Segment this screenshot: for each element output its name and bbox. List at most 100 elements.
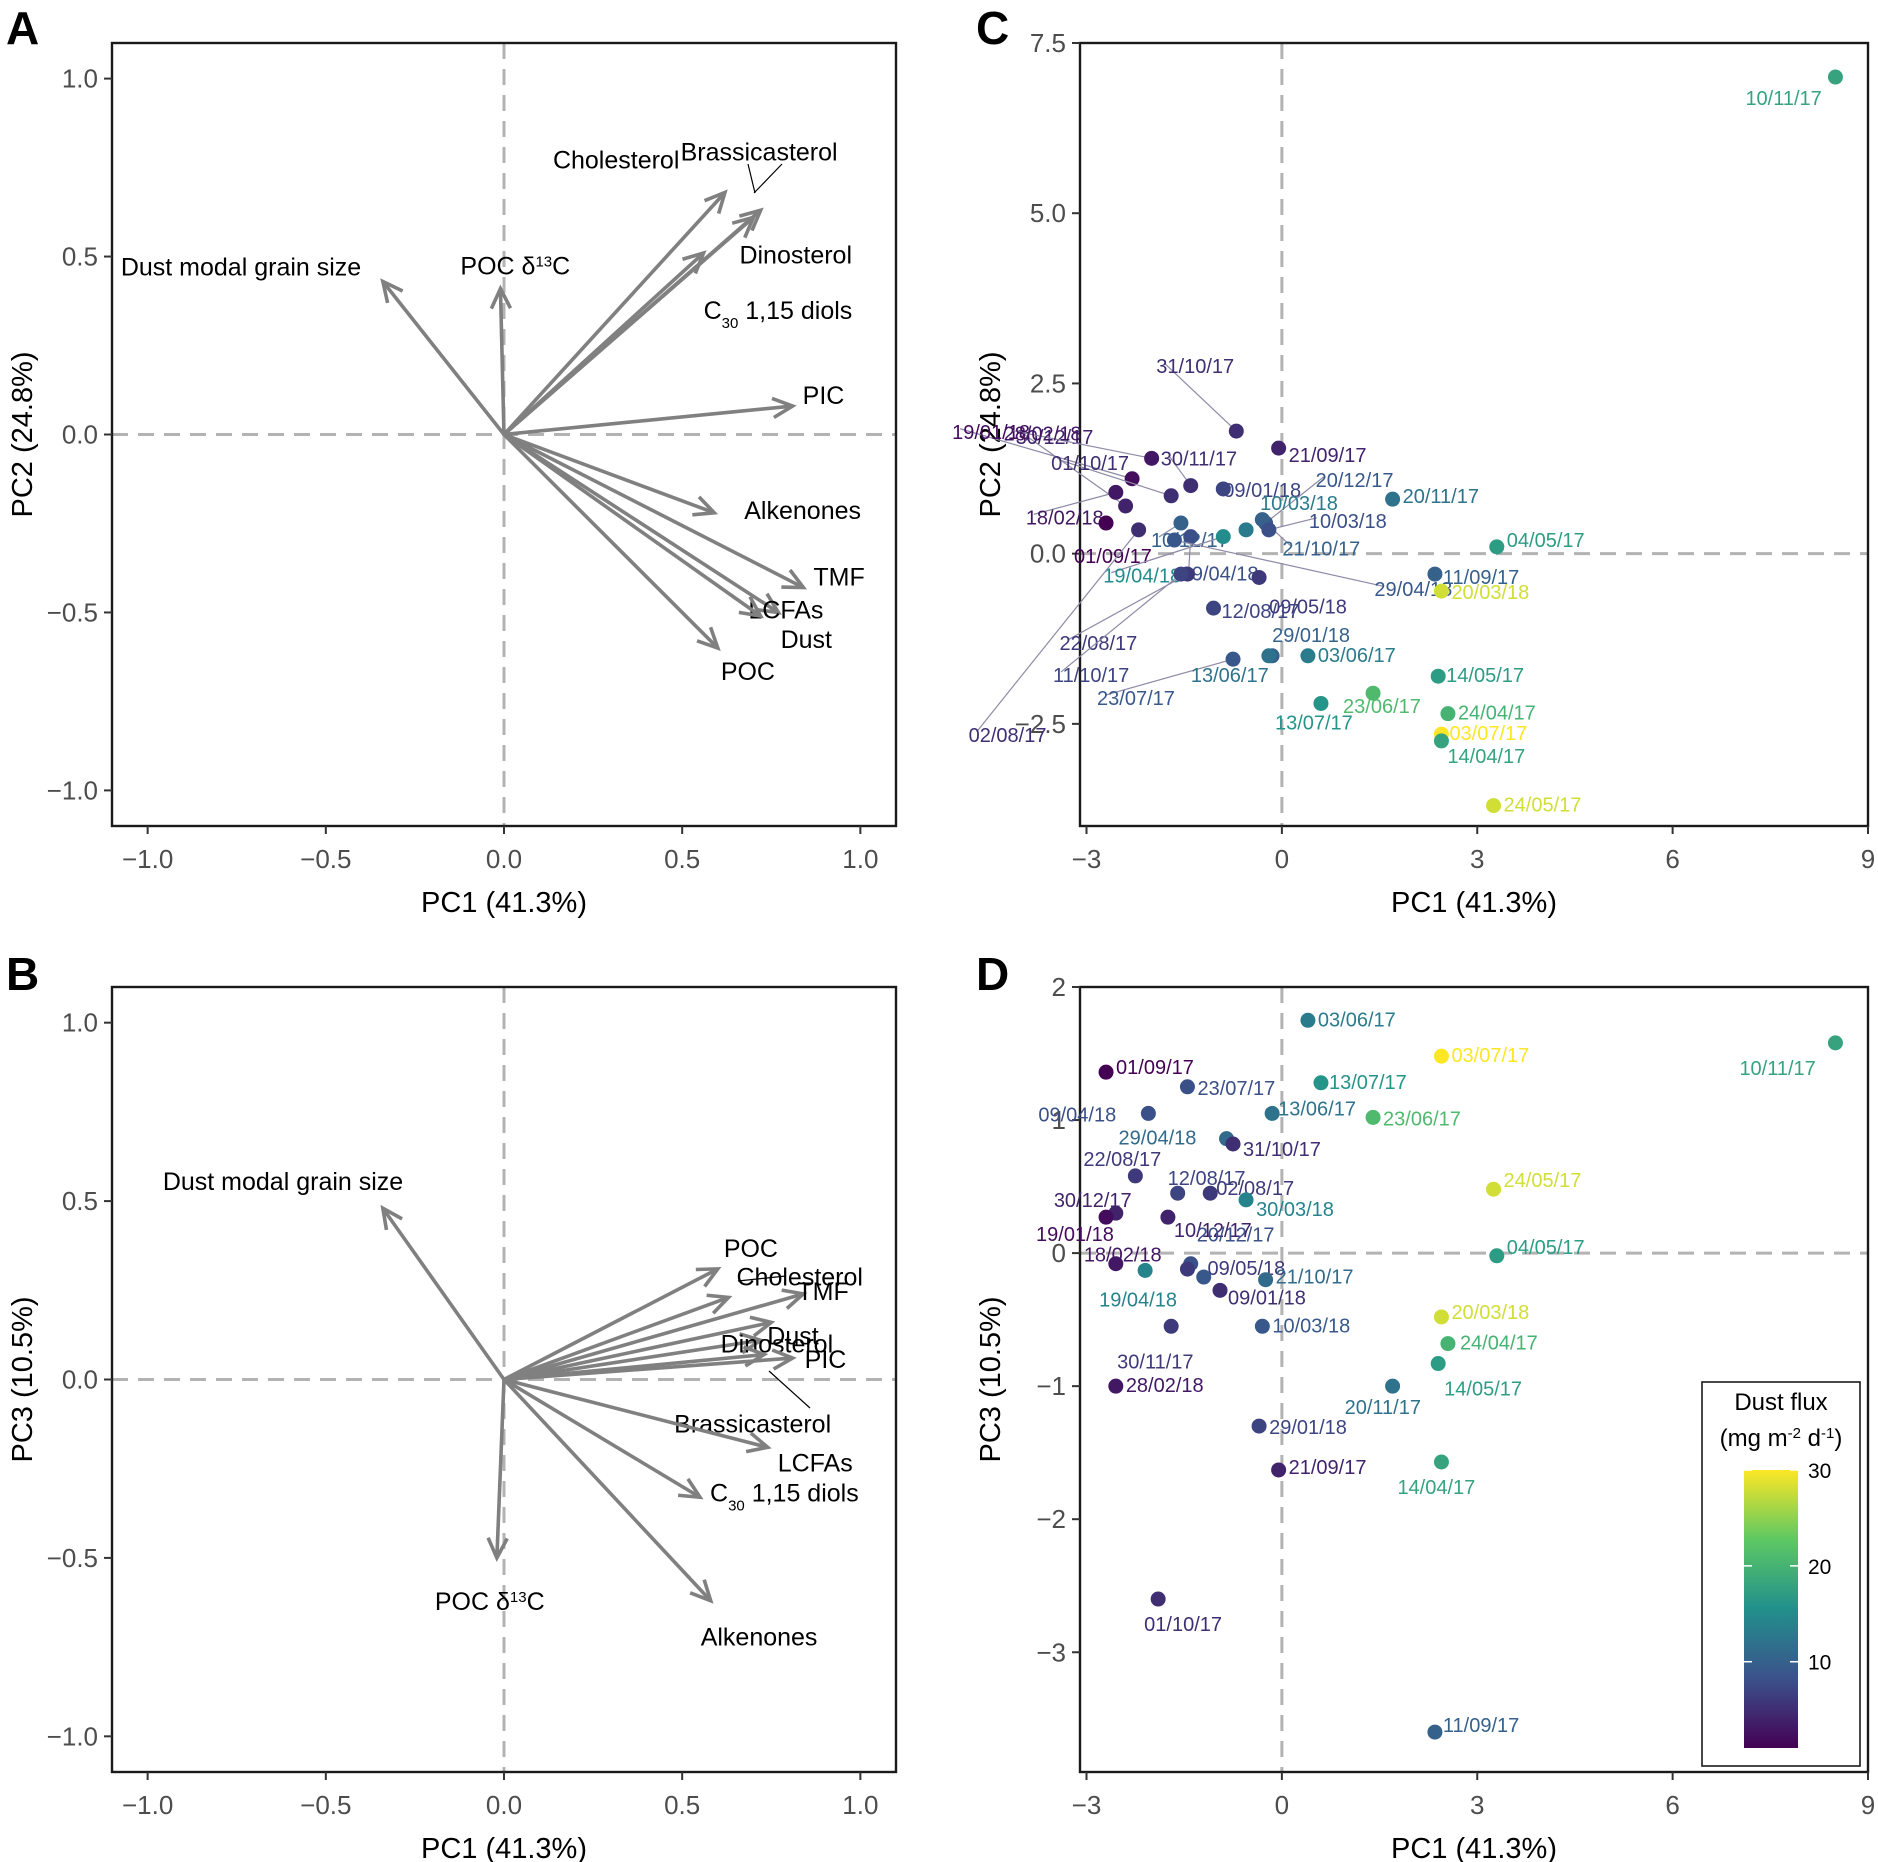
score-label: 21/09/17 xyxy=(1289,1457,1367,1479)
label-leader xyxy=(1163,362,1237,432)
x-axis-label: PC1 (41.3%) xyxy=(1391,887,1557,919)
legend-tick-label: 30 xyxy=(1808,1460,1831,1483)
label-leader xyxy=(1111,536,1224,574)
y-tick-label: −1 xyxy=(1036,1371,1066,1401)
plot-frame xyxy=(1078,41,1870,828)
label-leader xyxy=(737,1275,787,1282)
score-label: 02/08/17 xyxy=(969,725,1047,747)
score-point xyxy=(1271,1462,1287,1478)
score-point xyxy=(1261,522,1277,538)
score-label: 09/01/18 xyxy=(1223,480,1301,502)
score-point xyxy=(1440,706,1456,722)
loading-label: POC xyxy=(721,658,775,686)
loading-arrow xyxy=(503,432,715,515)
score-point xyxy=(1238,522,1254,538)
score-label: 23/07/17 xyxy=(1097,688,1175,710)
score-point xyxy=(1313,1075,1329,1091)
score-point xyxy=(1433,733,1449,749)
score-point xyxy=(1098,1209,1114,1225)
score-point xyxy=(1238,1192,1254,1208)
score-point xyxy=(1427,566,1443,582)
loading-arrow xyxy=(502,1378,713,1602)
loading-arrow xyxy=(503,432,805,590)
x-axis-label: PC1 (41.3%) xyxy=(1391,1833,1557,1862)
loading-arrow xyxy=(381,1207,506,1381)
score-label: 09/01/18 xyxy=(1228,1287,1306,1309)
score-point xyxy=(1173,566,1189,582)
loading-arrowhead xyxy=(677,1477,704,1500)
score-point xyxy=(1228,423,1244,439)
legend-title: Dust flux xyxy=(1734,1389,1827,1416)
score-point xyxy=(1131,522,1147,538)
x-tick-label: 0 xyxy=(1275,1790,1289,1820)
score-label: 23/06/17 xyxy=(1383,1108,1461,1130)
score-label: 24/05/17 xyxy=(1504,1170,1582,1192)
loading-arrowhead xyxy=(781,568,808,590)
score-label: 21/10/17 xyxy=(1276,1267,1354,1289)
loading-arrow xyxy=(503,404,793,437)
label-leader xyxy=(747,163,756,194)
score-label: 10/03/18 xyxy=(1260,493,1338,515)
dust-flux-legend: Dust flux (mg m-2 d-1) 10 20 30 xyxy=(1701,1381,1861,1767)
y-tick-label: 0 xyxy=(1052,1238,1066,1268)
loading-label: Dust modal grain size xyxy=(121,253,361,281)
loading-label: Brassicasterol xyxy=(681,138,838,166)
score-point xyxy=(1215,481,1231,497)
legend-units: (mg m-2 d-1) xyxy=(1720,1425,1843,1453)
label-leader xyxy=(1104,658,1234,696)
score-label: 03/06/17 xyxy=(1318,645,1396,667)
score-label: 29/04/18 xyxy=(1374,579,1452,601)
loading-arrow xyxy=(503,1295,730,1382)
x-tick-label: 0 xyxy=(1275,844,1289,874)
score-point xyxy=(1144,450,1160,466)
y-tick-label: 0.0 xyxy=(1030,539,1066,569)
score-point xyxy=(1440,1336,1456,1352)
score-label: 03/07/17 xyxy=(1449,723,1527,745)
loading-arrowhead xyxy=(749,1315,776,1338)
y-tick-label: −1.0 xyxy=(47,1721,98,1751)
score-label: 20/12/17 xyxy=(1197,1225,1275,1247)
score-point xyxy=(1225,1136,1241,1152)
score-label: 31/10/17 xyxy=(1156,356,1234,378)
score-label: 29/04/18 xyxy=(1119,1128,1197,1150)
score-label: 01/09/17 xyxy=(1074,546,1152,568)
score-label: 01/09/17 xyxy=(1116,1057,1194,1079)
score-point xyxy=(1251,1418,1267,1434)
score-point xyxy=(1196,1269,1212,1285)
score-point xyxy=(1486,1181,1502,1197)
score-point xyxy=(1489,1248,1505,1264)
loading-arrowhead xyxy=(706,1293,733,1315)
score-label: 14/05/17 xyxy=(1444,1379,1522,1401)
legend-colorbar xyxy=(1744,1470,1798,1748)
y-tick-label: 1.0 xyxy=(62,64,98,94)
loading-label: LCFAs xyxy=(748,596,823,624)
loading-arrowhead xyxy=(738,207,764,232)
label-leader xyxy=(1058,459,1172,497)
score-label: 12/08/17 xyxy=(1222,601,1300,623)
score-label: 20/03/18 xyxy=(1451,582,1529,604)
label-leader xyxy=(753,163,783,194)
loading-arrow xyxy=(503,1377,701,1499)
score-label: 19/01/18 xyxy=(1036,1224,1114,1246)
score-point xyxy=(1827,1035,1843,1051)
score-label: 11/10/17 xyxy=(1053,665,1129,687)
loading-arrowhead xyxy=(771,396,797,420)
score-label: 13/07/17 xyxy=(1275,712,1353,734)
loading-label: TMF xyxy=(813,564,864,592)
score-label: 10/11/17 xyxy=(1745,88,1821,110)
loading-arrowhead xyxy=(703,189,728,215)
score-point xyxy=(1118,498,1134,514)
loading-arrowhead xyxy=(681,250,707,275)
label-leader xyxy=(1268,517,1318,531)
panel-letter-b: B xyxy=(6,948,39,1000)
score-label: 09/04/18 xyxy=(1038,1104,1116,1126)
score-label: 30/12/17 xyxy=(1054,1190,1132,1212)
y-axis-label: PC2 (24.8%) xyxy=(7,351,39,517)
loading-arrowhead xyxy=(486,1537,509,1563)
label-leader xyxy=(959,428,1133,480)
score-label: 18/02/18 xyxy=(1026,507,1104,529)
score-point xyxy=(1433,1048,1449,1064)
score-point xyxy=(1215,529,1231,545)
score-label: 14/05/17 xyxy=(1446,665,1524,687)
